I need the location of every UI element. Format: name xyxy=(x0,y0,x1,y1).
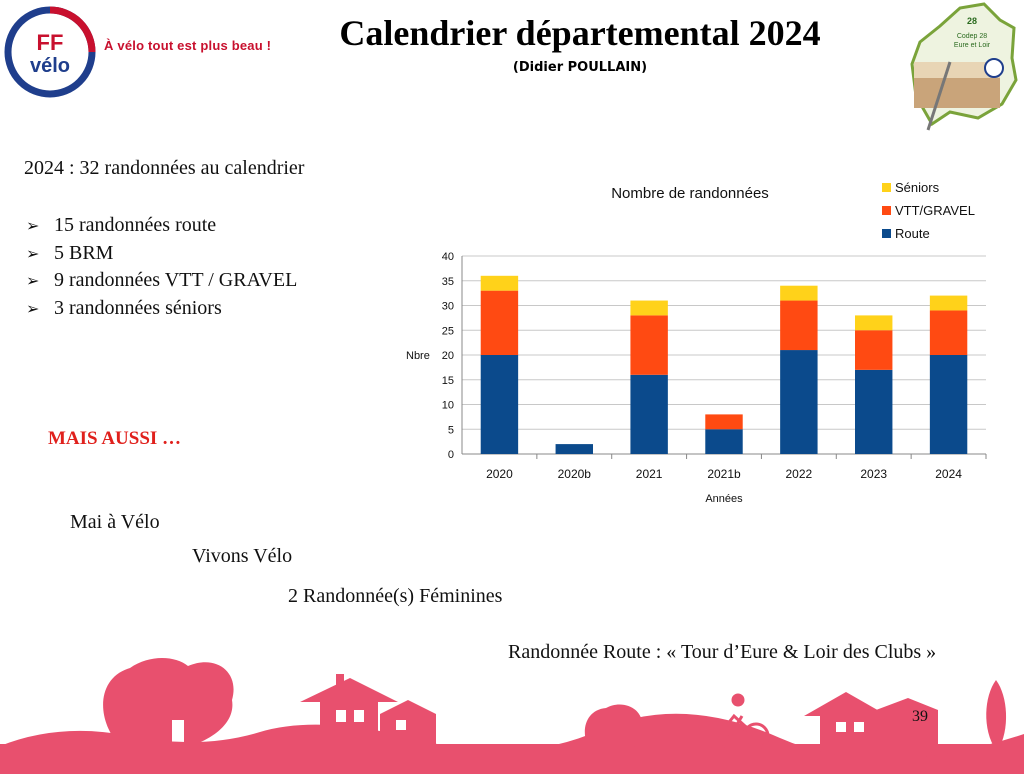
bar-segment xyxy=(780,300,818,351)
list-item: ➢ 3 randonnées séniors xyxy=(26,295,297,323)
bar-segment xyxy=(705,429,743,454)
y-tick-label: 20 xyxy=(442,350,454,362)
bar-segment xyxy=(855,315,893,331)
also-item-feminines: 2 Randonnée(s) Féminines xyxy=(288,585,503,607)
bar-segment xyxy=(780,350,818,454)
bar-segment xyxy=(630,300,668,316)
x-tick-label: 2023 xyxy=(860,467,887,481)
list-item: ➢ 9 randonnées VTT / GRAVEL xyxy=(26,267,297,295)
list-item: ➢ 15 randonnées route xyxy=(26,212,297,240)
logo-ff-text: FF xyxy=(37,30,64,55)
bar-segment xyxy=(630,315,668,375)
bullet-list: ➢ 15 randonnées route ➢ 5 BRM ➢ 9 randonnée… xyxy=(26,212,297,322)
footer-decoration xyxy=(0,658,1024,774)
chart-x-ticks: 2020 2020b 2021 2021b 2022 2023 2024 xyxy=(486,454,987,481)
legend-swatch xyxy=(882,229,891,238)
y-tick-label: 35 xyxy=(442,276,454,288)
y-tick-label: 15 xyxy=(442,375,454,387)
y-tick-label: 5 xyxy=(448,424,454,436)
bar-segment xyxy=(480,355,519,454)
bar-segment xyxy=(780,285,818,301)
bar-segment xyxy=(480,290,519,355)
chart-bars xyxy=(480,275,968,454)
bar-segment xyxy=(705,414,743,430)
bar-segment xyxy=(855,330,893,370)
chart-title: Nombre de randonnées xyxy=(611,185,769,202)
y-tick-label: 30 xyxy=(442,301,454,313)
y-axis-label: Nbre xyxy=(406,350,430,362)
x-axis-label: Années xyxy=(705,493,743,505)
also-item-mai-a-velo: Mai à Vélo xyxy=(70,511,160,533)
page-subtitle: (Didier POULLAIN) xyxy=(512,60,648,75)
x-tick-label: 2020b xyxy=(558,467,592,481)
x-tick-label: 2024 xyxy=(935,467,962,481)
bar-segment xyxy=(630,374,668,454)
codep28-logo: 28 Codep 28 Eure et Loir xyxy=(910,2,1018,131)
legend-swatch xyxy=(882,206,891,215)
codep-line2: Eure et Loir xyxy=(954,42,991,49)
bar-segment xyxy=(929,355,968,454)
x-tick-label: 2021 xyxy=(636,467,663,481)
page-number: 39 xyxy=(912,708,928,725)
y-tick-label: 0 xyxy=(448,449,454,461)
also-item-tour-eure-loir: Randonnée Route : « Tour d’Eure & Loir d… xyxy=(508,641,937,663)
arrowhead-bullet-icon: ➢ xyxy=(26,300,40,318)
codep-line1: Codep 28 xyxy=(957,33,987,40)
codep-number: 28 xyxy=(967,16,977,26)
summary-text: 2024 : 32 randonnées au calendrier xyxy=(24,157,305,179)
bar-segment xyxy=(929,310,968,355)
bar-segment xyxy=(929,295,968,311)
list-item-text: 9 randonnées VTT / GRAVEL xyxy=(54,269,298,291)
list-item-text: 15 randonnées route xyxy=(54,214,217,236)
arrowhead-bullet-icon: ➢ xyxy=(26,218,40,235)
x-tick-label: 2020 xyxy=(486,467,513,481)
page-title: Calendrier départemental 2024 xyxy=(339,13,821,53)
legend-label: Route xyxy=(895,226,930,241)
list-item: ➢ 5 BRM xyxy=(26,240,297,268)
stacked-bar-chart: Nombre de randonnées Nbre Années 0 5 10 15 2… xyxy=(406,180,987,505)
arrowhead-bullet-icon: ➢ xyxy=(26,273,40,290)
bar-segment xyxy=(480,275,519,291)
also-item-vivons-velo: Vivons Vélo xyxy=(192,545,293,567)
list-item-text: 5 BRM xyxy=(54,241,114,264)
arrowhead-bullet-icon: ➢ xyxy=(26,245,40,263)
bar-segment xyxy=(555,444,593,454)
also-heading: MAIS AUSSI … xyxy=(48,428,182,449)
ffvelo-logo: FF vélo xyxy=(4,6,96,98)
tagline: À vélo tout est plus beau ! xyxy=(104,38,272,53)
bar-segment xyxy=(855,369,893,454)
list-item-text: 3 randonnées séniors xyxy=(54,296,222,319)
logo-velo-text: vélo xyxy=(30,55,70,77)
cyclist-icon xyxy=(704,693,770,750)
y-tick-label: 10 xyxy=(442,400,454,412)
y-tick-label: 25 xyxy=(442,325,454,337)
legend-label: VTT/GRAVEL xyxy=(895,203,975,218)
y-tick-label: 40 xyxy=(442,251,454,263)
x-tick-label: 2022 xyxy=(786,467,813,481)
x-tick-label: 2021b xyxy=(707,467,741,481)
legend-label: Séniors xyxy=(895,180,940,195)
chart-legend: Séniors VTT/GRAVEL Route xyxy=(882,180,975,241)
legend-swatch xyxy=(882,183,891,192)
